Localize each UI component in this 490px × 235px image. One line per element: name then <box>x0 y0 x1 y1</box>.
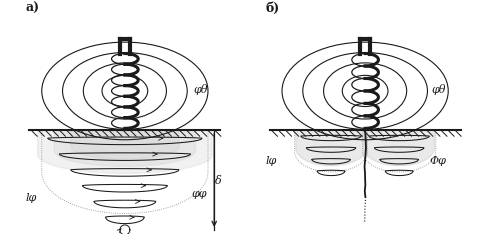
Polygon shape <box>54 130 196 166</box>
Text: a): a) <box>25 2 39 15</box>
Text: Φφ: Φφ <box>430 156 446 166</box>
Polygon shape <box>38 130 212 173</box>
Polygon shape <box>364 130 435 166</box>
Text: lφ: lφ <box>25 193 36 203</box>
Polygon shape <box>71 130 179 159</box>
Text: φθ: φθ <box>194 84 208 95</box>
Text: б): б) <box>266 2 280 15</box>
Text: lφ: lφ <box>266 156 277 166</box>
Text: φφ: φφ <box>192 189 207 199</box>
Polygon shape <box>296 130 367 166</box>
Text: δ: δ <box>216 176 222 186</box>
Text: φθ: φθ <box>432 84 446 95</box>
